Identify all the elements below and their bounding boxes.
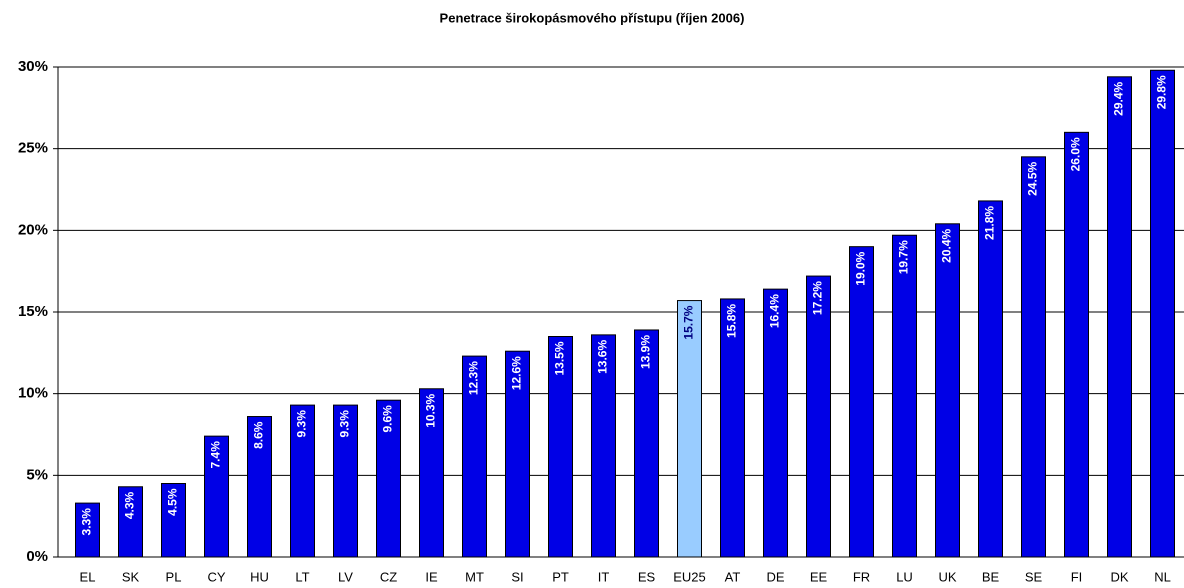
chart-title: Penetrace širokopásmového přístupu (říje… <box>440 10 745 25</box>
x-tick-label: PT <box>552 569 569 584</box>
value-label: 7.4% <box>209 441 223 469</box>
value-label: 13.5% <box>553 341 567 375</box>
bar <box>1021 156 1046 558</box>
y-tick-label: 20% <box>18 221 48 238</box>
x-tick-label: MT <box>465 569 484 584</box>
value-label: 9.3% <box>295 410 309 438</box>
x-tick-label: FR <box>853 569 870 584</box>
value-label: 8.6% <box>252 421 266 449</box>
bar <box>806 275 831 558</box>
x-tick-label: AT <box>725 569 741 584</box>
value-label: 13.9% <box>639 335 653 369</box>
bar <box>333 404 358 558</box>
bar <box>161 483 186 558</box>
x-tick-label: SK <box>122 569 140 584</box>
bar <box>1107 76 1132 558</box>
x-tick-label: CZ <box>380 569 397 584</box>
value-label: 12.3% <box>467 361 481 395</box>
x-tick-label: FI <box>1071 569 1083 584</box>
x-tick-label: PL <box>166 569 182 584</box>
x-tick-label: LT <box>295 569 309 584</box>
bar <box>892 234 917 558</box>
x-tick-label: ES <box>638 569 656 584</box>
bar <box>720 298 745 558</box>
x-tick-label: DK <box>1110 569 1128 584</box>
x-tick-label: IT <box>598 569 610 584</box>
x-tick-label: LU <box>896 569 913 584</box>
bar <box>849 246 874 558</box>
value-label: 9.3% <box>338 410 352 438</box>
value-label: 4.5% <box>166 488 180 516</box>
bar <box>591 334 616 558</box>
value-label: 13.6% <box>596 340 610 374</box>
bar <box>247 416 272 558</box>
y-tick-label: 15% <box>18 303 48 320</box>
bar <box>634 329 659 558</box>
bar <box>462 355 487 558</box>
x-tick-label: EE <box>810 569 828 584</box>
x-tick-label: HU <box>250 569 269 584</box>
bar <box>290 404 315 558</box>
bar <box>763 288 788 558</box>
value-label: 26.0% <box>1069 137 1083 171</box>
bar <box>677 300 702 558</box>
x-tick-label: SE <box>1025 569 1043 584</box>
value-label: 10.3% <box>424 393 438 427</box>
bar <box>419 388 444 558</box>
value-label: 12.6% <box>510 356 524 390</box>
value-label: 15.7% <box>682 305 696 339</box>
y-tick-label: 5% <box>26 466 48 483</box>
x-tick-label: UK <box>938 569 956 584</box>
bar <box>118 486 143 558</box>
y-tick-label: 25% <box>18 140 48 157</box>
value-label: 19.0% <box>854 251 868 285</box>
value-label: 3.3% <box>80 508 94 536</box>
bar <box>75 502 100 558</box>
value-label: 9.6% <box>381 405 395 433</box>
bar <box>1064 131 1089 558</box>
value-label: 24.5% <box>1026 162 1040 196</box>
value-label: 4.3% <box>123 491 137 519</box>
bar <box>204 435 229 558</box>
bar <box>1150 69 1175 558</box>
bar <box>935 223 960 558</box>
x-tick-label: DE <box>766 569 784 584</box>
y-tick-label: 30% <box>18 58 48 75</box>
x-tick-label: LV <box>338 569 353 584</box>
bar <box>978 200 1003 558</box>
value-label: 16.4% <box>768 294 782 328</box>
value-label: 20.4% <box>940 228 954 262</box>
bar <box>376 399 401 558</box>
value-label: 15.8% <box>725 304 739 338</box>
value-label: 29.8% <box>1155 75 1169 109</box>
x-tick-label: EL <box>80 569 96 584</box>
x-tick-label: EU25 <box>673 569 706 584</box>
bar <box>505 350 530 558</box>
y-tick-label: 0% <box>26 548 48 565</box>
value-label: 29.4% <box>1112 81 1126 115</box>
x-tick-label: IE <box>425 569 438 584</box>
value-label: 17.2% <box>811 281 825 315</box>
value-label: 19.7% <box>897 240 911 274</box>
x-tick-label: BE <box>982 569 1000 584</box>
bar <box>548 336 573 558</box>
y-tick-label: 10% <box>18 385 48 402</box>
x-tick-label: SI <box>511 569 523 584</box>
value-label: 21.8% <box>983 206 997 240</box>
x-tick-label: CY <box>207 569 225 584</box>
x-tick-label: NL <box>1154 569 1171 584</box>
